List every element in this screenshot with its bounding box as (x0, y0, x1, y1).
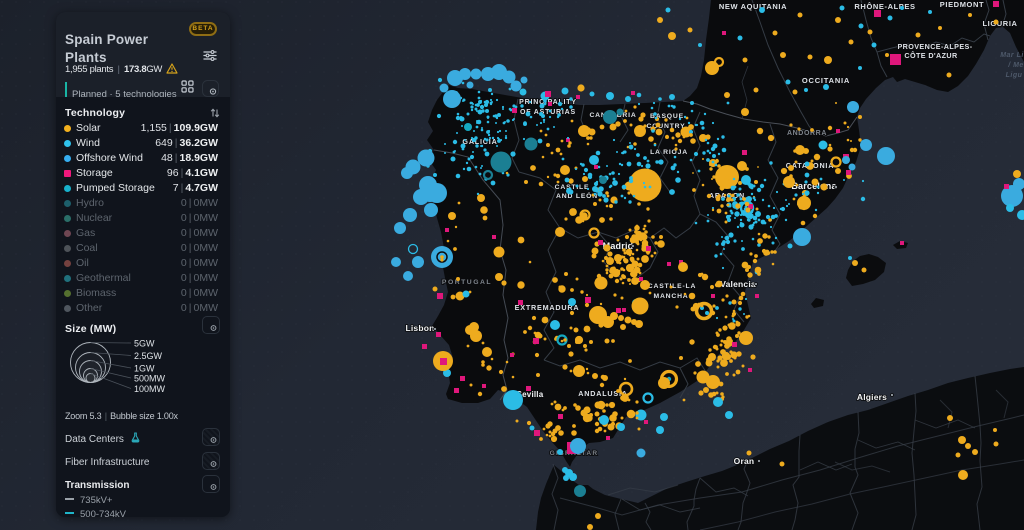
svg-text:CÔTE D'AZUR: CÔTE D'AZUR (904, 51, 958, 60)
svg-text:Oran: Oran (734, 456, 755, 466)
svg-text:ARAGON: ARAGON (709, 193, 745, 200)
svg-text:Barcelona: Barcelona (791, 181, 837, 191)
svg-text:PROVENCE-ALPES-: PROVENCE-ALPES- (897, 42, 972, 51)
svg-text:BASQUE: BASQUE (650, 113, 684, 120)
svg-text:ANDORRA: ANDORRA (787, 130, 827, 137)
svg-text:ANDALUSIA: ANDALUSIA (578, 389, 628, 398)
svg-text:1GW: 1GW (134, 364, 155, 374)
svg-text:Algiers: Algiers (857, 392, 887, 402)
svg-text:AND LEÓN: AND LEÓN (556, 191, 598, 200)
svg-text:COUNTRY: COUNTRY (647, 123, 686, 130)
svg-text:PORTUGAL: PORTUGAL (442, 279, 492, 286)
svg-text:Madrid: Madrid (603, 241, 634, 251)
svg-text:Lisbon: Lisbon (405, 323, 434, 333)
svg-text:100MW: 100MW (134, 384, 166, 394)
svg-text:500MW: 500MW (134, 374, 166, 384)
svg-text:RHÔNE-ALPES: RHÔNE-ALPES (854, 2, 915, 11)
svg-text:NEW AQUITANIA: NEW AQUITANIA (719, 2, 787, 11)
svg-text:PIEDMONT: PIEDMONT (940, 0, 984, 9)
svg-text:Ligu: Ligu (1006, 72, 1023, 79)
svg-text:PRINCIPALITY: PRINCIPALITY (519, 99, 577, 106)
svg-text:2.5GW: 2.5GW (134, 351, 163, 361)
svg-text:Sevilla: Sevilla (517, 390, 544, 399)
svg-text:EXTREMADURA: EXTREMADURA (515, 303, 580, 312)
svg-text:MANCHA: MANCHA (653, 293, 688, 300)
svg-text:CASTILE: CASTILE (555, 184, 590, 191)
svg-text:5GW: 5GW (134, 339, 155, 349)
svg-text:/ Me: / Me (1007, 62, 1024, 69)
svg-text:OCCITANIA: OCCITANIA (802, 76, 850, 85)
svg-text:Valencia: Valencia (720, 279, 756, 289)
svg-text:LA RIOJA: LA RIOJA (650, 149, 688, 156)
svg-text:Mar Li: Mar Li (1000, 52, 1024, 59)
svg-text:OF ASTURIAS: OF ASTURIAS (520, 109, 576, 116)
svg-text:GALICIA: GALICIA (462, 137, 497, 146)
svg-text:LIGURIA: LIGURIA (982, 19, 1017, 28)
